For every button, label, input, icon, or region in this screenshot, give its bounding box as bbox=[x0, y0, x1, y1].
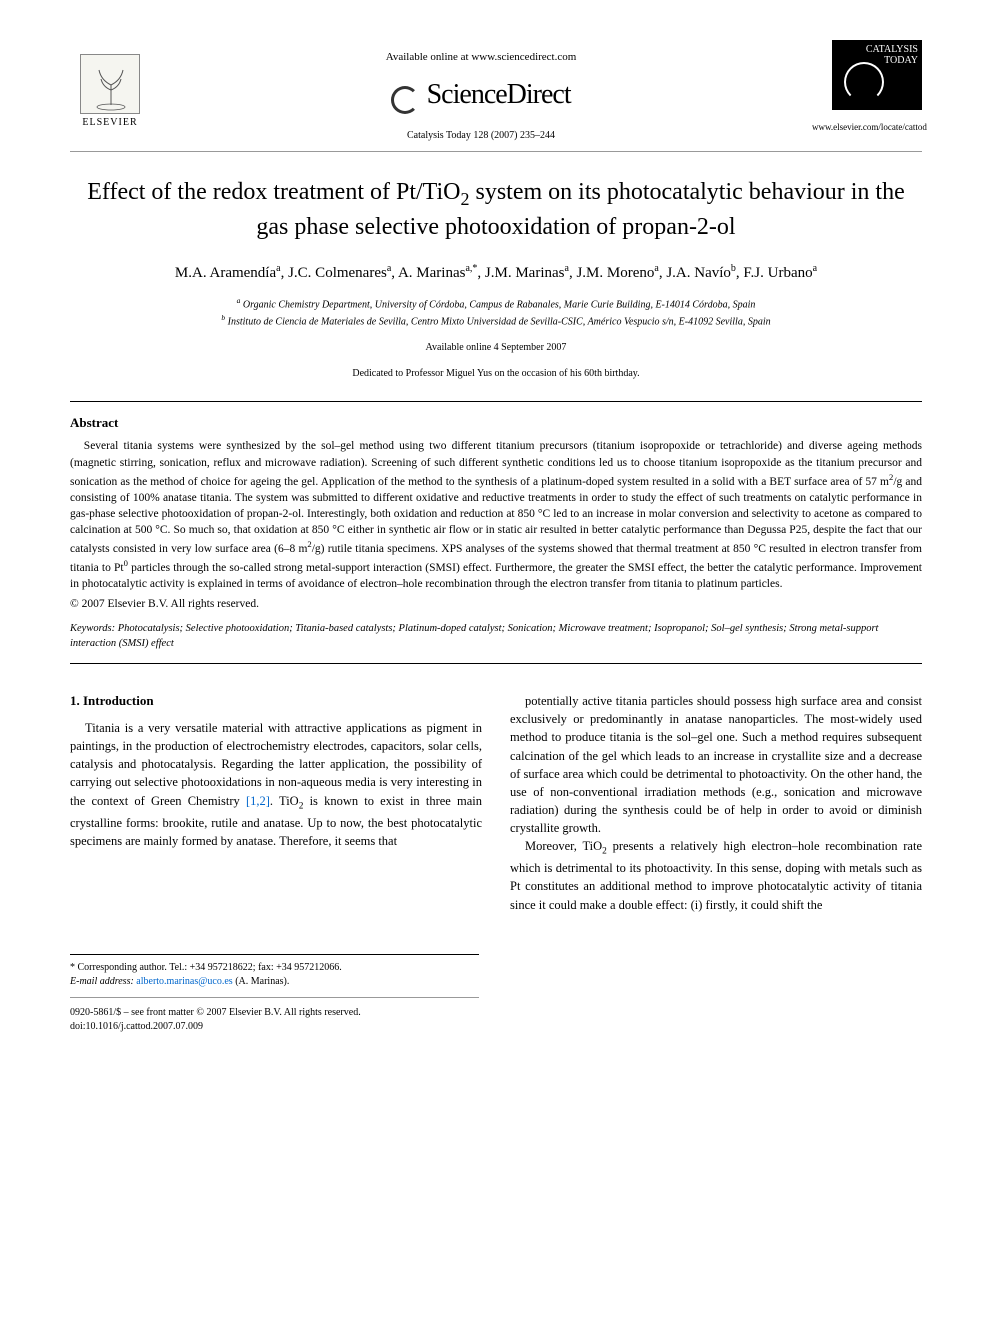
dedication: Dedicated to Professor Miguel Yus on the… bbox=[70, 367, 922, 381]
email-label: E-mail address: bbox=[70, 976, 134, 987]
abstract-paragraph: Several titania systems were synthesized… bbox=[70, 438, 922, 591]
center-header: Available online at www.sciencedirect.co… bbox=[150, 40, 812, 143]
intro-col1-paragraph: Titania is a very versatile material wit… bbox=[70, 719, 482, 850]
author-list: M.A. Aramendíaa, J.C. Colmenaresa, A. Ma… bbox=[70, 261, 922, 285]
affiliation-b: Instituto de Ciencia de Materiales de Se… bbox=[228, 316, 771, 327]
footer-rule bbox=[70, 997, 479, 998]
publisher-logo: ELSEVIER bbox=[70, 40, 150, 130]
locate-url: www.elsevier.com/locate/cattod bbox=[812, 121, 922, 134]
header-rule bbox=[70, 151, 922, 152]
copyright-line: © 2007 Elsevier B.V. All rights reserved… bbox=[70, 596, 922, 612]
publisher-name: ELSEVIER bbox=[82, 116, 137, 130]
keywords-list: Photocatalysis; Selective photooxidation… bbox=[70, 623, 878, 649]
page-header: ELSEVIER Available online at www.science… bbox=[70, 40, 922, 143]
sciencedirect-swoosh-icon bbox=[391, 86, 419, 114]
affiliations: a Organic Chemistry Department, Universi… bbox=[70, 295, 922, 330]
abstract-heading: Abstract bbox=[70, 414, 922, 432]
journal-logo-block: CATALYSIS TODAY www.elsevier.com/locate/… bbox=[812, 40, 922, 134]
journal-citation: Catalysis Today 128 (2007) 235–244 bbox=[150, 129, 812, 143]
platform-name: ScienceDirect bbox=[427, 79, 571, 110]
keywords-block: Keywords: Photocatalysis; Selective phot… bbox=[70, 622, 922, 651]
front-matter-block: 0920-5861/$ – see front matter © 2007 El… bbox=[70, 1006, 922, 1034]
abstract-top-rule bbox=[70, 401, 922, 402]
journal-box-line2: TODAY bbox=[884, 55, 918, 66]
article-title: Effect of the redox treatment of Pt/TiO2… bbox=[70, 176, 922, 243]
journal-swirl-icon bbox=[844, 62, 884, 102]
corresponding-line: * Corresponding author. Tel.: +34 957218… bbox=[70, 961, 479, 975]
intro-col2-paragraph-1: potentially active titania particles sho… bbox=[510, 692, 922, 837]
keywords-label: Keywords: bbox=[70, 623, 115, 634]
email-name: (A. Marinas). bbox=[235, 976, 289, 987]
abstract-bottom-rule bbox=[70, 663, 922, 664]
corresponding-author-footnote: * Corresponding author. Tel.: +34 957218… bbox=[70, 954, 479, 989]
abstract-body: Several titania systems were synthesized… bbox=[70, 438, 922, 591]
intro-col2-paragraph-2: Moreover, TiO2 presents a relatively hig… bbox=[510, 837, 922, 913]
available-online-text: Available online at www.sciencedirect.co… bbox=[150, 50, 812, 65]
journal-box-line1: CATALYSIS bbox=[866, 44, 918, 55]
affiliation-a: Organic Chemistry Department, University… bbox=[243, 299, 755, 310]
body-columns: 1. Introduction Titania is a very versat… bbox=[70, 692, 922, 913]
journal-cover-icon: CATALYSIS TODAY bbox=[832, 40, 922, 110]
right-column: potentially active titania particles sho… bbox=[510, 692, 922, 913]
elsevier-tree-icon bbox=[80, 54, 140, 114]
email-line: E-mail address: alberto.marinas@uco.es (… bbox=[70, 975, 479, 989]
left-column: 1. Introduction Titania is a very versat… bbox=[70, 692, 482, 913]
platform-brand: ScienceDirect bbox=[150, 75, 812, 114]
available-date: Available online 4 September 2007 bbox=[70, 341, 922, 355]
doi-line: doi:10.1016/j.cattod.2007.07.009 bbox=[70, 1020, 922, 1034]
email-address[interactable]: alberto.marinas@uco.es bbox=[136, 976, 232, 987]
intro-heading: 1. Introduction bbox=[70, 692, 482, 711]
front-matter-line: 0920-5861/$ – see front matter © 2007 El… bbox=[70, 1006, 922, 1020]
